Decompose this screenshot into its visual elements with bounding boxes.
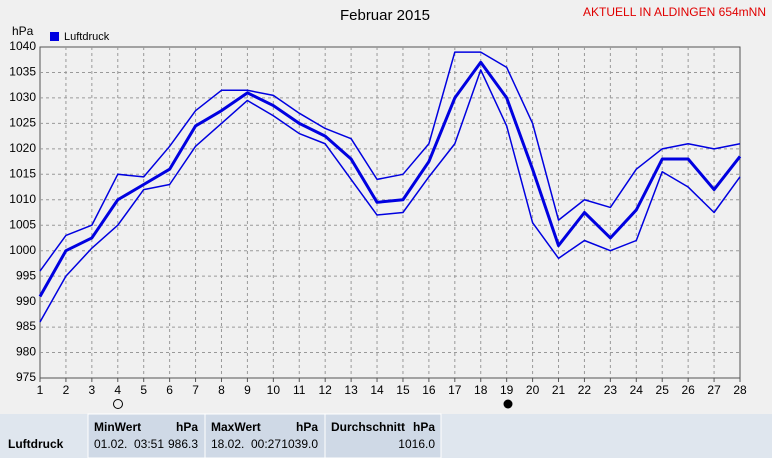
y-tick-label: 1015 xyxy=(9,166,36,180)
y-tick-label: 990 xyxy=(16,294,36,308)
table-cell: 18.02. xyxy=(211,437,244,451)
table-header: hPa xyxy=(176,420,198,434)
cell xyxy=(324,413,442,458)
x-tick-label: 26 xyxy=(681,383,695,397)
x-tick-label: 5 xyxy=(140,383,147,397)
legend-label: Luftdruck xyxy=(64,31,110,43)
table-header: hPa xyxy=(413,420,435,434)
table-cell: 03:51 xyxy=(134,437,164,451)
x-tick-label: 17 xyxy=(448,383,462,397)
table-header: hPa xyxy=(296,420,318,434)
x-tick-label: 15 xyxy=(396,383,410,397)
x-tick-label: 14 xyxy=(370,383,384,397)
x-tick-label: 16 xyxy=(422,383,436,397)
y-tick-label: 975 xyxy=(16,370,36,384)
x-tick-label: 23 xyxy=(604,383,618,397)
x-tick-label: 11 xyxy=(293,383,306,397)
table-header: MaxWert xyxy=(211,420,261,434)
table-cell: 1016.0 xyxy=(398,437,435,451)
line xyxy=(38,60,742,298)
x-tick-label: 9 xyxy=(244,383,251,397)
table-cell: 986.3 xyxy=(168,437,198,451)
x-tick-label: 28 xyxy=(733,383,747,397)
x-tick-label: 4 xyxy=(114,383,121,397)
x-tick-label: 21 xyxy=(552,383,566,397)
y-tick-label: 1020 xyxy=(9,141,36,155)
line xyxy=(39,69,741,323)
y-tick-label: 1035 xyxy=(9,65,36,79)
y-tick-label: 1040 xyxy=(9,39,36,53)
y-tick-label: 980 xyxy=(16,345,36,359)
x-tick-label: 13 xyxy=(344,383,358,397)
x-tick-label: 20 xyxy=(526,383,540,397)
table-cell: Luftdruck xyxy=(8,437,64,451)
x-tick-label: 8 xyxy=(218,383,225,397)
x-tick-label: 2 xyxy=(63,383,70,397)
x-tick-label: 19 xyxy=(500,383,514,397)
chart-title: Februar 2015 xyxy=(340,7,430,24)
x-tick-label: 27 xyxy=(707,383,721,397)
x-tick-label: 6 xyxy=(166,383,173,397)
table-cell: 01.02. xyxy=(94,437,127,451)
x-tick-label: 22 xyxy=(578,383,592,397)
x-tick-label: 3 xyxy=(89,383,96,397)
x-tick-label: 1 xyxy=(37,383,44,397)
y-tick-label: 1005 xyxy=(9,217,36,231)
annotation: AKTUELL IN ALDINGEN 654mNN xyxy=(583,5,766,19)
x-tick-label: 7 xyxy=(192,383,199,397)
x-tick-label: 25 xyxy=(656,383,670,397)
table-header: Durchschnitt xyxy=(331,420,405,434)
y-tick-label: 1030 xyxy=(9,90,36,104)
y-tick-label: 1010 xyxy=(9,192,36,206)
y-tick-label: 1000 xyxy=(9,243,36,257)
x-tick-label: 18 xyxy=(474,383,488,397)
y-axis-label: hPa xyxy=(12,24,34,38)
x-tick-label: 12 xyxy=(319,383,333,397)
table: MinWert hPa MaxWert hPa Durchschnitt hPa… xyxy=(0,413,772,458)
cell xyxy=(87,413,206,458)
line xyxy=(39,51,741,272)
table-cell: 00:27 xyxy=(251,437,281,451)
y-tick-label: 1025 xyxy=(9,116,36,130)
moon-icon xyxy=(503,399,513,409)
y-tick-label: 985 xyxy=(16,319,36,333)
table-header: MinWert xyxy=(94,420,141,434)
y-tick-label: 995 xyxy=(16,268,36,282)
cell xyxy=(204,413,326,458)
moon-icon xyxy=(113,399,123,409)
legend-swatch xyxy=(50,32,59,41)
x-tick-label: 10 xyxy=(267,383,281,397)
plot-frame xyxy=(39,46,741,379)
x-tick-label: 24 xyxy=(630,383,644,397)
table-cell: 1039.0 xyxy=(281,437,318,451)
